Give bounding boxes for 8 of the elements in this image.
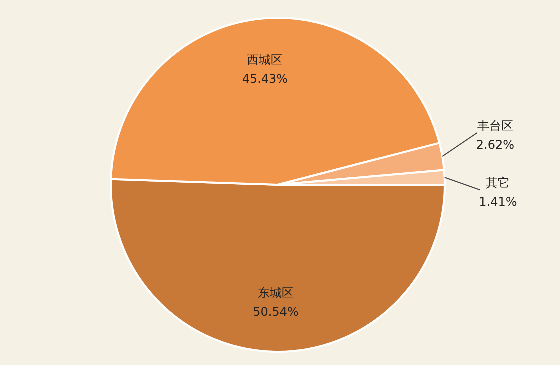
slice-label: 东城区 [258, 286, 294, 300]
slice-label: 丰台区 [477, 118, 514, 133]
data-label: 45.43% [242, 72, 288, 86]
data-label: 50.54% [253, 304, 299, 319]
data-label: 2.62% [476, 138, 515, 152]
data-label: 1.41% [479, 195, 518, 210]
slice-label: 其它 [486, 176, 510, 190]
slice-label: 西城区 [247, 52, 284, 67]
